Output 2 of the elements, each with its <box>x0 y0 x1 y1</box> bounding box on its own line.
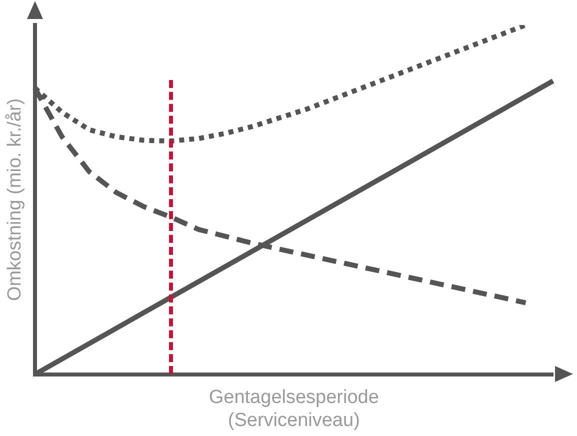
x-axis-title: Gentagelsesperiode (Serviceniveau) <box>208 387 379 431</box>
y-axis-title: Omkostning (mio. kr./år) <box>4 98 26 302</box>
